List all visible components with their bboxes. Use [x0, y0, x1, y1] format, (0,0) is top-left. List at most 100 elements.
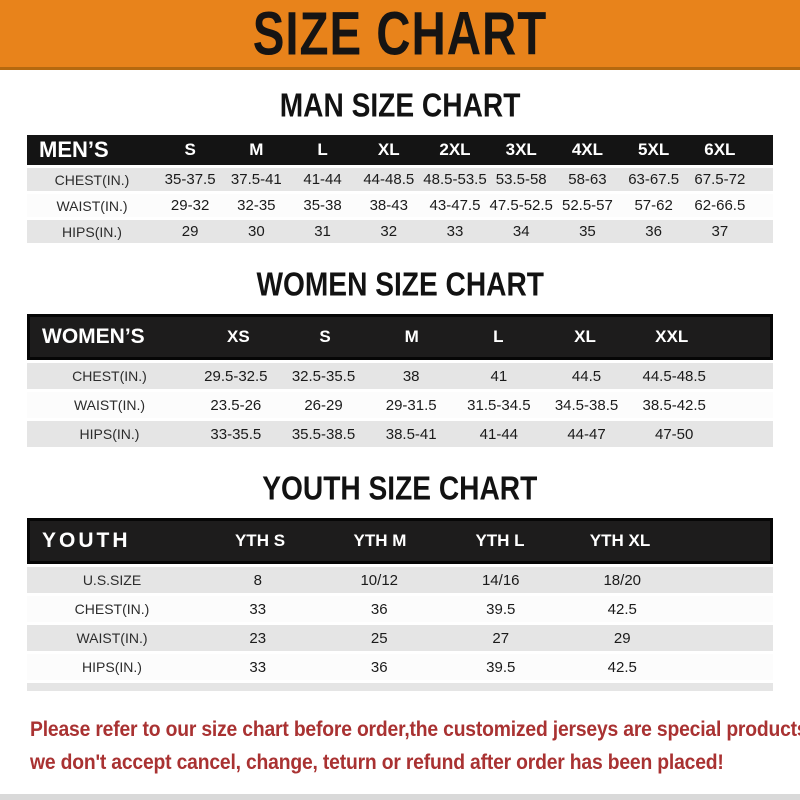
men-heading-text: MAN SIZE CHART — [279, 87, 521, 125]
table-column-header: L — [317, 140, 328, 159]
table-cell: 27 — [492, 629, 510, 647]
table-column-header: 6XL — [704, 140, 736, 159]
table-cell: 31 — [314, 223, 331, 240]
youth-section-heading: YOUTH SIZE CHART — [0, 471, 800, 508]
table-cell: 35-37.5 — [164, 171, 216, 188]
table-cell: 37 — [711, 223, 729, 240]
table-column-header: M — [249, 140, 264, 159]
table-cell: 42.5 — [607, 658, 637, 676]
table-cell: 36 — [645, 223, 662, 240]
table-row: CHEST(IN.) 35-37.5 37.5-41 41-44 44-48.5 48.5… — [27, 168, 773, 191]
table-cell: 41-44 — [479, 425, 519, 443]
table-column-header: S — [319, 327, 331, 346]
table-column-header: XL — [377, 140, 400, 159]
table-row-label: HIPS(IN.) — [79, 426, 140, 442]
women-heading-text: WOMEN SIZE CHART — [256, 266, 544, 304]
table-row: HIPS(IN.) 33-35.5 35.5-38.5 38.5-41 41-44 44-… — [27, 421, 773, 447]
table-column-header: YTH M — [353, 531, 407, 550]
table-cell: 32.5-35.5 — [291, 367, 356, 385]
table-cell: 38 — [402, 367, 420, 385]
table-row: WAIST(IN.) 23.5-26 26-29 29-31.5 31.5-34.5 34… — [27, 392, 773, 418]
table-cell: 41-44 — [303, 171, 342, 188]
table-cell: 44.5-48.5 — [642, 367, 706, 385]
table-cell: 29-31.5 — [385, 396, 437, 414]
table-cell: 57-62 — [634, 197, 673, 214]
table-column-header: L — [493, 327, 504, 346]
section-youth: YOUTH SIZE CHART YOUTH YTH S YTH M YTH L YTH… — [0, 471, 800, 691]
table-row-label: HIPS(IN.) — [62, 223, 122, 240]
table-footer-strip — [27, 683, 773, 691]
table-cell: 18/20 — [603, 571, 642, 589]
table-cell: 63-67.5 — [628, 171, 680, 188]
table-cell: 62-66.5 — [694, 197, 746, 214]
table-cell: 33 — [249, 658, 267, 676]
table-cell: 43-47.5 — [429, 197, 481, 214]
table-cell: 14/16 — [481, 571, 520, 589]
table-cell: 23 — [249, 629, 267, 647]
table-row-label: WAIST(IN.) — [73, 397, 146, 413]
table-column-header: XL — [574, 327, 596, 346]
table-row: WAIST(IN.) 29-32 32-35 35-38 38-43 43-47.5 47.… — [27, 194, 773, 217]
table-row-label: U.S.SIZE — [82, 572, 142, 588]
table-cell: 38.5-42.5 — [642, 396, 706, 414]
table-column-header: 4XL — [571, 140, 604, 159]
bottom-edge-strip — [0, 794, 800, 800]
table-row-label: WAIST(IN.) — [76, 630, 148, 646]
order-note: Please refer to our size chart before or… — [30, 713, 800, 779]
table-cell: 8 — [253, 571, 262, 589]
table-row: HIPS(IN.) 33 36 39.5 42.5 — [27, 654, 773, 680]
table-cell: 35.5-38.5 — [291, 425, 356, 443]
table-cell: 67.5-72 — [694, 171, 746, 188]
table-row-label: HIPS(IN.) — [82, 659, 142, 675]
women-size-table: WOMEN’S XS S M L XL XXL CHEST(IN.) 29.5-32.5 32.5… — [27, 314, 773, 447]
table-row-label: CHEST(IN.) — [72, 368, 147, 384]
table-row-label: CHEST(IN.) — [54, 171, 130, 188]
table-row: CHEST(IN.) 33 36 39.5 42.5 — [27, 596, 773, 622]
men-size-table: MEN’S S M L XL 2XL 3XL 4XL 5XL 6XL CHEST(IN.) 35-37… — [27, 135, 773, 243]
table-column-header: 2XL — [439, 140, 471, 159]
table-column-header: M — [404, 327, 419, 346]
women-section-heading: WOMEN SIZE CHART — [0, 266, 800, 304]
table-header-row: WOMEN’S XS S M L XL XXL — [27, 314, 773, 360]
table-column-header: YTH XL — [589, 531, 651, 550]
table-cell: 33 — [249, 600, 267, 618]
table-row: WAIST(IN.) 23 25 27 29 — [27, 625, 773, 651]
section-men: MAN SIZE CHART MEN’S S M L XL 2XL 3XL 4XL 5XL 6XL… — [0, 87, 800, 243]
table-cell: 58-63 — [568, 171, 607, 188]
table-column-header: YTH L — [475, 531, 525, 550]
order-note-line-2: we don't accept cancel, change, teturn o… — [30, 751, 724, 774]
table-cell: 31.5-34.5 — [467, 396, 531, 414]
table-cell: 37.5-41 — [230, 171, 282, 188]
table-row: U.S.SIZE 8 10/12 14/16 18/20 — [27, 567, 773, 593]
table-cell: 42.5 — [607, 600, 637, 618]
table-column-header: 5XL — [638, 140, 670, 159]
table-cell: 41 — [490, 367, 508, 385]
table-cell: 32-35 — [237, 197, 276, 214]
table-column-header: S — [184, 140, 196, 159]
table-cell: 29 — [613, 629, 631, 647]
table-cell: 34.5-38.5 — [554, 396, 619, 414]
table-cell: 48.5-53.5 — [423, 171, 487, 188]
table-cell: 34 — [512, 223, 530, 240]
table-cell: 33-35.5 — [210, 425, 262, 443]
men-section-heading: MAN SIZE CHART — [0, 87, 800, 125]
table-cell: 36 — [370, 600, 388, 618]
table-cell: 25 — [370, 629, 388, 647]
table-cell: 29.5-32.5 — [204, 367, 268, 385]
table-cell: 33 — [446, 223, 464, 240]
table-column-header: XXL — [655, 327, 689, 346]
page-title: SIZE CHART — [252, 0, 548, 68]
table-column-header: XS — [226, 327, 250, 346]
table-corner-label: MEN’S — [39, 137, 109, 162]
table-cell: 32 — [380, 223, 398, 240]
table-cell: 44.5 — [571, 367, 602, 385]
table-row-label: WAIST(IN.) — [56, 197, 128, 214]
table-cell: 39.5 — [486, 658, 516, 676]
table-corner-label: WOMEN’S — [42, 325, 145, 348]
table-cell: 30 — [247, 223, 265, 240]
section-women: WOMEN SIZE CHART WOMEN’S XS S M L XL XXL CHEST(… — [0, 266, 800, 447]
table-header-row: MEN’S S M L XL 2XL 3XL 4XL 5XL 6XL — [27, 135, 773, 165]
table-column-header: 3XL — [505, 140, 537, 159]
table-cell: 39.5 — [486, 600, 516, 618]
table-cell: 38.5-41 — [385, 425, 437, 443]
